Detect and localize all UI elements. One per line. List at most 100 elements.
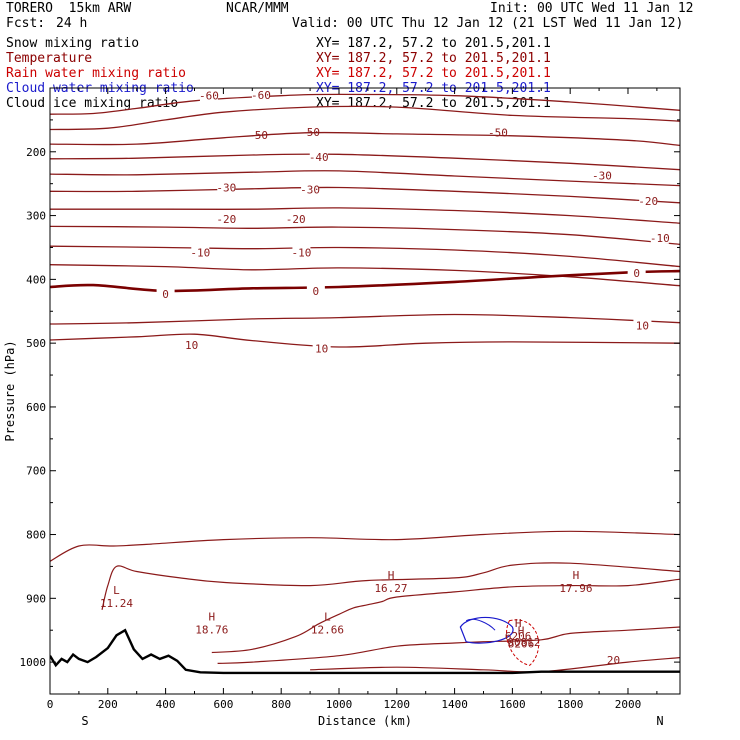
extremum-value: 16.27 (374, 582, 407, 595)
extremum-value: 00812 (507, 636, 540, 649)
isotherm-label: 10 (315, 342, 328, 355)
forecast-label: Fcst: (6, 16, 46, 31)
isotherm-label-bg (251, 89, 270, 102)
valid-time: Valid: 00 UTC Thu 12 Jan 12 (21 LST Wed … (292, 16, 684, 31)
y-tick-label: 300 (26, 210, 46, 223)
isotherm-line (50, 153, 680, 171)
isotherm-label: -50 (488, 127, 508, 140)
isotherm-label: 20 (607, 654, 620, 667)
isotherm-label-bg (286, 212, 305, 225)
legend-range: XY= 187.2, 57.2 to 201.5,201.1 (316, 66, 551, 81)
isotherm-label: 0 (313, 285, 320, 298)
legend-name: Temperature (6, 51, 93, 66)
isotherm-label: -20 (638, 195, 658, 208)
isotherm-label: -40 (309, 151, 329, 164)
endpoint-left: S (81, 714, 88, 728)
x-tick-label: 200 (98, 698, 118, 711)
legend-range: XY= 187.2, 57.2 to 201.5,201.1 (316, 51, 551, 66)
rain-water-contour (506, 619, 539, 666)
extremum-marker: L (113, 584, 120, 597)
x-tick-label: 2000 (615, 698, 642, 711)
terrain-line (50, 628, 680, 675)
extremum-value: 11.24 (100, 597, 133, 610)
extremum-value: 18.76 (195, 624, 228, 637)
y-tick-label: 800 (26, 529, 46, 542)
isotherm-label: -10 (190, 247, 210, 260)
forecast-value: 24 h (56, 16, 88, 31)
y-tick-label: 600 (26, 401, 46, 414)
isotherm-line (50, 170, 680, 187)
isotherm-label-bg (627, 266, 646, 279)
y-tick-label: 200 (26, 146, 46, 159)
y-tick-label: 1000 (20, 656, 47, 669)
isotherm-label-bg (217, 212, 236, 225)
isotherm-line (50, 245, 680, 268)
x-tick-label: 800 (271, 698, 291, 711)
extremum-value: 6206 (505, 630, 532, 643)
isotherm-label: -20 (286, 213, 306, 226)
isotherm-line (211, 578, 680, 654)
legend-name: Snow mixing ratio (6, 36, 140, 51)
isotherm-label: 0 (162, 288, 169, 301)
plot-frame (49, 87, 681, 695)
isotherm-label: -30 (592, 169, 612, 182)
y-tick-label: 400 (26, 273, 46, 286)
isotherm-label: -60 (199, 90, 219, 103)
isotherm-label-bg (633, 319, 652, 332)
cloud-water-contour (459, 616, 514, 644)
isotherm-line (50, 530, 680, 562)
isotherm-line (217, 626, 680, 664)
extremum-value: 6206 (508, 638, 535, 651)
isotherm-line (310, 657, 680, 673)
isotherm-line (50, 333, 680, 348)
isotherm-label: -10 (291, 247, 311, 260)
extremum-marker: H (518, 625, 525, 638)
isotherm-label-bg (301, 126, 320, 139)
x-axis-label: Distance (km) (318, 714, 412, 728)
isotherm-label-bg (292, 246, 311, 259)
isotherm-line (50, 264, 680, 287)
isotherm-label-bg (191, 246, 210, 259)
isotherm-label-bg (312, 342, 331, 355)
y-axis-label: Pressure (hPa) (3, 340, 17, 441)
isotherm-label-bg (217, 181, 236, 194)
x-tick-label: 600 (213, 698, 233, 711)
endpoint-right: N (656, 714, 663, 728)
init-time: Init: 00 UTC Wed 11 Jan 12 (490, 1, 694, 16)
isotherm-line (50, 93, 680, 115)
x-tick-label: 1400 (441, 698, 468, 711)
x-tick-label: 0 (47, 698, 54, 711)
y-tick-label: 900 (26, 592, 46, 605)
extremum-value: 17.96 (559, 582, 592, 595)
isotherm-label: -30 (300, 183, 320, 196)
isotherm-label-bg (309, 150, 328, 163)
x-tick-label: 1600 (499, 698, 526, 711)
isotherm-label-bg (592, 169, 611, 182)
isotherm-label: -10 (650, 232, 670, 245)
isotherm-label-bg (199, 89, 218, 102)
legend-range: XY= 187.2, 57.2 to 201.5,201.1 (316, 36, 551, 51)
isotherm-label-bg (301, 183, 320, 196)
extremum-value: 12.66 (311, 624, 344, 637)
isotherm-label: -20 (216, 213, 236, 226)
x-tick-label: 1800 (557, 698, 584, 711)
extremum-marker: L (324, 611, 331, 624)
isotherm-line (50, 313, 680, 325)
isotherm-label-bg (639, 194, 658, 207)
x-tick-label: 1000 (326, 698, 353, 711)
isotherm-line (101, 562, 680, 610)
isotherm-label-bg (650, 231, 669, 244)
extremum-marker: H (573, 569, 580, 582)
extremum-marker: H (388, 569, 395, 582)
cloud-water-contour (465, 618, 496, 631)
isotherm-line (50, 186, 680, 204)
legend-name: Rain water mixing ratio (6, 66, 187, 81)
isotherm-line (50, 225, 680, 245)
isotherm-label-bg (182, 339, 201, 352)
isotherm-line (50, 131, 680, 147)
isotherm-line (50, 105, 680, 131)
model-name: TORERO 15km ARW (6, 1, 132, 16)
y-tick-label: 500 (26, 337, 46, 350)
x-tick-label: 1200 (384, 698, 411, 711)
extremum-marker: H (209, 611, 216, 624)
